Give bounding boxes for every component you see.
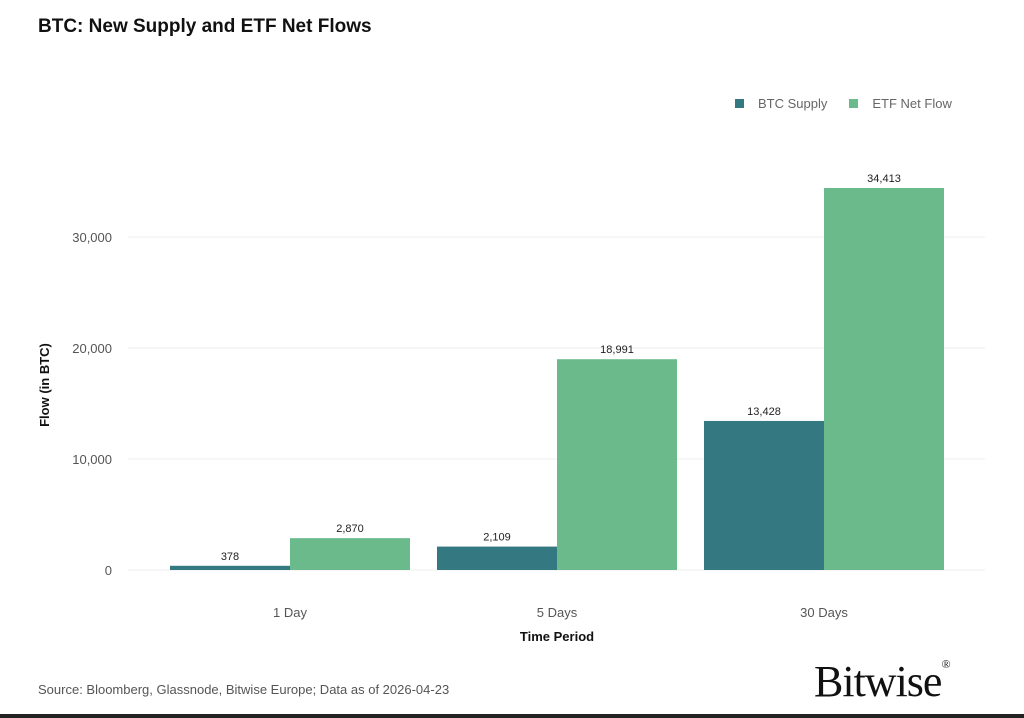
data-label: 2,109 <box>483 532 511 544</box>
legend: BTC Supply ETF Net Flow <box>735 96 952 111</box>
legend-item-etf-net-flow: ETF Net Flow <box>849 96 952 111</box>
bitwise-logo: Bitwise® <box>814 657 951 706</box>
y-tick-label: 30,000 <box>72 230 112 245</box>
data-label: 378 <box>221 551 239 563</box>
legend-label: ETF Net Flow <box>872 96 952 111</box>
x-tick-label: 30 Days <box>800 605 848 620</box>
y-tick-label: 20,000 <box>72 341 112 356</box>
data-label: 13,428 <box>747 406 781 418</box>
data-label: 34,413 <box>867 173 901 185</box>
bar <box>290 538 410 570</box>
y-axis-label: Flow (in BTC) <box>37 343 52 427</box>
legend-swatch <box>735 99 744 108</box>
x-axis-label: Time Period <box>520 629 594 644</box>
source-note: Source: Bloomberg, Glassnode, Bitwise Eu… <box>38 682 450 697</box>
bar <box>170 565 290 570</box>
bar <box>824 188 944 571</box>
y-tick-label: 10,000 <box>72 452 112 467</box>
chart-title: BTC: New Supply and ETF Net Flows <box>38 16 372 37</box>
bar <box>557 359 677 570</box>
data-label: 18,991 <box>600 344 634 356</box>
legend-item-btc-supply: BTC Supply <box>735 96 827 111</box>
logo-text: Bitwise <box>814 657 942 706</box>
x-tick-label: 1 Day <box>273 605 307 620</box>
legend-swatch <box>849 99 859 108</box>
bar <box>704 420 824 570</box>
bottom-border <box>0 714 1024 718</box>
data-label: 2,870 <box>336 523 364 535</box>
bar <box>437 546 557 570</box>
y-tick-label: 0 <box>105 563 112 578</box>
legend-label: BTC Supply <box>758 96 828 111</box>
x-tick-label: 5 Days <box>537 605 578 620</box>
